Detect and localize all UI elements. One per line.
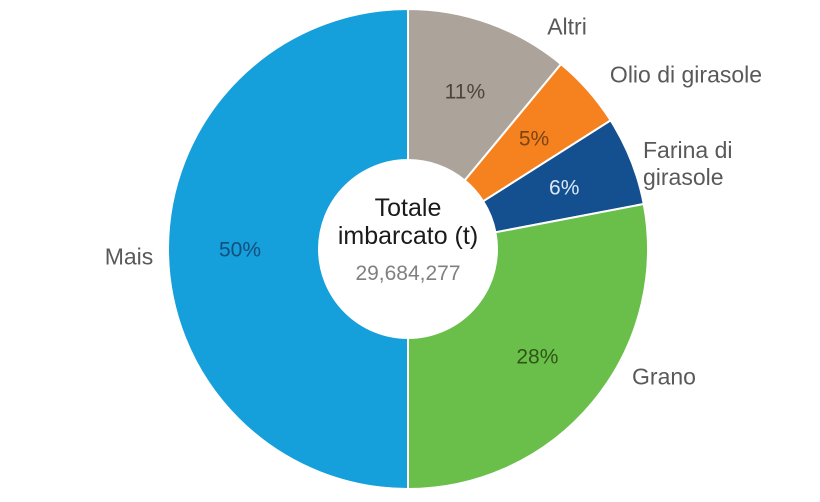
- slice-label-mais: Mais: [104, 243, 154, 270]
- center-title-line1: Totale: [374, 194, 442, 222]
- pie-slice-altri[interactable]: [407, 8, 562, 182]
- pie-slice-mais[interactable]: [167, 8, 409, 490]
- slice-percent-olio-di-girasole: 5%: [519, 127, 549, 150]
- slice-percent-altri: 11%: [445, 80, 485, 103]
- slice-percent-farina-di-girasole: 6%: [549, 177, 579, 200]
- center-title-line2: imbarcato (t): [337, 222, 479, 250]
- slice-percent-mais: 50%: [219, 238, 261, 261]
- center-label-block: Totale imbarcato (t) 29,684,277: [338, 194, 478, 286]
- slice-label-farina-di-girasole: Farina di girasole: [643, 137, 733, 190]
- slice-percent-grano: 28%: [516, 345, 558, 368]
- center-total-value: 29,684,277: [355, 262, 461, 285]
- slice-label-altri: Altri: [547, 13, 587, 40]
- slice-label-olio-di-girasole: Olio di girasole: [609, 61, 763, 88]
- pie-slice-grano[interactable]: [407, 203, 649, 490]
- slice-label-grano: Grano: [632, 363, 696, 390]
